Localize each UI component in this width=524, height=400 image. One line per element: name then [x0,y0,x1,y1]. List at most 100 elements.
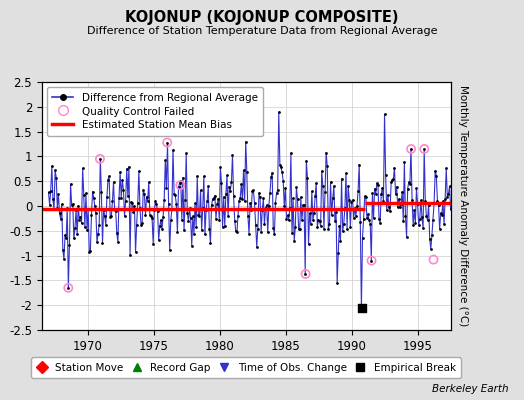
Point [154,208,162,214]
Point [232,228,240,234]
Point [432,172,441,179]
Point [199,205,207,211]
Point [59,247,67,253]
Point [390,164,399,171]
Point [72,207,80,213]
Point [373,180,381,187]
Point [52,174,60,181]
Point [413,201,422,207]
Point [368,190,377,197]
Point [64,285,72,291]
Point [391,191,400,197]
Point [436,210,445,216]
Point [241,198,249,205]
Point [205,226,214,232]
Point [216,164,225,170]
Point [346,224,355,230]
Point [316,222,325,229]
Point [296,226,304,233]
Point [250,200,259,206]
Point [166,247,174,253]
Point [279,178,287,184]
Point [193,173,201,180]
Point [113,230,121,236]
Point [169,146,177,153]
Point [50,206,58,213]
Point [176,180,184,186]
Point [243,169,251,175]
Point [145,179,153,185]
Point [422,213,431,219]
Point [242,138,250,145]
Point [389,176,398,182]
Point [405,179,413,186]
Point [321,188,329,195]
Point [364,211,372,218]
Point [399,218,408,224]
Point [129,209,137,215]
Point [195,213,204,220]
Point [162,185,171,192]
Point [246,200,254,206]
Point [182,150,190,156]
Point [333,280,341,286]
Point [335,223,344,229]
Point [92,210,100,216]
Point [119,187,128,193]
Point [324,226,333,232]
Point [397,201,405,207]
Point [294,226,303,232]
Point [408,197,416,203]
Point [344,183,352,189]
Point [235,198,243,204]
Point [198,227,206,233]
Text: Difference of Station Temperature Data from Regional Average: Difference of Station Temperature Data f… [87,26,437,36]
Point [325,221,334,227]
Point [95,222,103,228]
Point [322,149,330,156]
Text: KOJONUP (KOJONUP COMPOSITE): KOJONUP (KOJONUP COMPOSITE) [125,10,399,25]
Point [167,217,175,223]
Point [255,190,263,196]
Point [395,196,403,202]
Point [331,218,339,225]
Point [402,234,411,240]
Legend: Station Move, Record Gap, Time of Obs. Change, Empirical Break: Station Move, Record Gap, Time of Obs. C… [31,358,461,378]
Point [363,214,371,221]
Point [423,217,432,223]
Point [146,212,154,218]
Point [141,211,150,218]
Point [102,222,110,228]
Point [253,244,261,250]
Point [345,196,354,203]
Point [126,252,134,258]
Point [135,168,143,174]
Point [54,191,63,197]
Point [304,241,313,248]
Point [127,198,135,205]
Point [90,194,98,201]
Point [171,192,179,198]
Point [61,232,69,238]
Point [319,183,327,189]
Point [136,204,144,211]
Point [237,181,246,188]
Point [180,227,188,233]
Point [412,185,421,192]
Point [75,217,83,223]
Point [106,213,114,220]
Point [444,191,453,197]
Point [150,207,158,214]
Point [267,174,275,180]
Point [299,202,307,208]
Point [300,202,308,208]
Point [77,214,85,220]
Point [429,216,437,223]
Point [60,256,68,262]
Point [268,170,276,176]
Point [178,216,186,223]
Point [228,152,237,158]
Point [117,194,125,201]
Point [387,179,395,185]
Point [433,197,442,204]
